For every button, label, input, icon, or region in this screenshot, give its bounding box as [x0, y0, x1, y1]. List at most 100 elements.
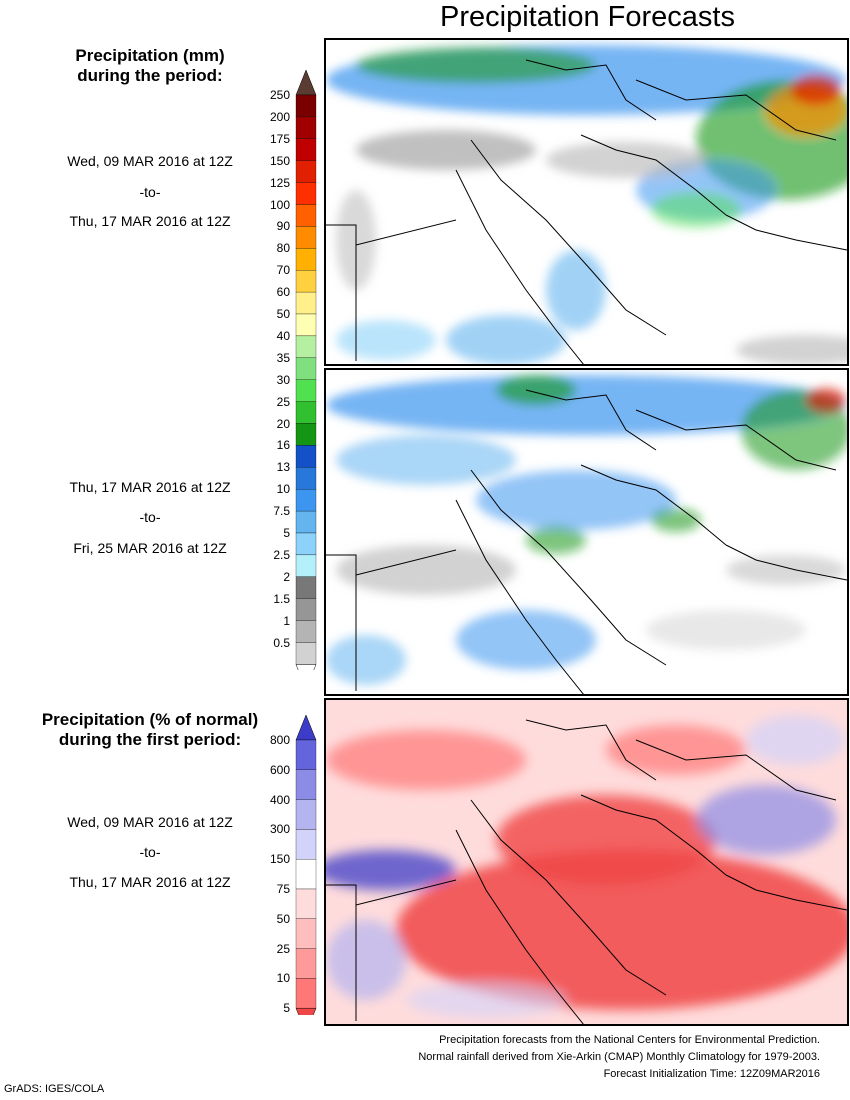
page-title: Precipitation Forecasts	[440, 1, 735, 33]
pct-colorbar	[295, 715, 317, 1015]
grads-credit: GrADS: IGES/COLA	[4, 1083, 105, 1095]
period1-end: Thu, 17 MAR 2016 at 12Z	[69, 213, 231, 229]
colorbar-tick-label: 75	[276, 882, 290, 896]
colorbar-swatch	[295, 248, 317, 271]
colorbar-swatch	[295, 598, 317, 621]
period1-sep: -to-	[139, 184, 161, 200]
colorbar-tick-label: 25	[276, 394, 290, 409]
colorbar-swatch	[295, 226, 317, 249]
map-panel-week1	[324, 38, 849, 366]
period2-start: Thu, 17 MAR 2016 at 12Z	[69, 479, 231, 495]
period3-start: Wed, 09 MAR 2016 at 12Z	[67, 814, 233, 830]
colorbar-tick-label: 70	[276, 263, 290, 278]
precip-mm-header-line2: during the period:	[77, 66, 223, 85]
colorbar-swatch	[295, 401, 317, 424]
colorbar-tick-label: 400	[269, 792, 290, 807]
colorbar-swatch	[295, 335, 317, 358]
colorbar-swatch	[295, 918, 317, 949]
colorbar-tick-label: 60	[276, 285, 290, 300]
precip-pct-map	[326, 700, 847, 1024]
colorbar-tick-label: 150	[269, 153, 290, 168]
colorbar-tick-label: 800	[269, 733, 290, 747]
map-panel-anomaly	[324, 698, 849, 1026]
colorbar-swatch	[295, 510, 317, 534]
colorbar-swatch	[295, 291, 317, 315]
colorbar-tick-label: 80	[276, 241, 290, 256]
colorbar-top-cap	[295, 70, 317, 96]
colorbar-swatch	[295, 888, 317, 919]
colorbar-tick-label: 35	[276, 350, 290, 365]
colorbar-tick-label: 5	[283, 526, 290, 540]
precip-mm-header: Precipitation (mm) during the period:	[30, 46, 270, 86]
colorbar-tick-label: 100	[269, 197, 290, 212]
colorbar-swatch	[295, 576, 317, 599]
precip-mm-header-line1: Precipitation (mm)	[75, 46, 225, 65]
colorbar-tick-label: 200	[269, 109, 290, 124]
colorbar-swatch	[295, 357, 317, 380]
colorbar-swatch	[295, 182, 317, 205]
colorbar-swatch	[295, 160, 317, 183]
colorbar-tick-label: 20	[276, 416, 290, 431]
colorbar-swatch	[295, 978, 317, 1009]
period2-end: Fri, 25 MAR 2016 at 12Z	[73, 540, 227, 556]
colorbar-tick-label: 150	[269, 852, 290, 867]
colorbar-tick-label: 25	[276, 941, 290, 956]
colorbar-swatch	[295, 532, 317, 556]
colorbar-tick-label: 0.5	[273, 635, 290, 650]
colorbar-bottom-cap	[295, 1007, 317, 1015]
colorbar-swatch	[295, 489, 317, 512]
colorbar-tick-label: 7.5	[273, 504, 290, 519]
colorbar-tick-label: 50	[276, 911, 290, 926]
colorbar-swatch	[295, 445, 317, 468]
colorbar-tick-label: 1.5	[273, 591, 290, 606]
colorbar-swatch	[295, 379, 317, 402]
period1-start: Wed, 09 MAR 2016 at 12Z	[67, 153, 233, 169]
colorbar-swatch	[295, 116, 317, 139]
colorbar-swatch	[295, 642, 317, 665]
colorbar-swatch	[295, 423, 317, 446]
footer-line3: Forecast Initialization Time: 12Z09MAR20…	[603, 1068, 820, 1080]
colorbar-tick-label: 10	[276, 482, 290, 497]
period3-end: Thu, 17 MAR 2016 at 12Z	[69, 874, 231, 890]
colorbar-swatch	[295, 138, 317, 161]
period3-sep: -to-	[139, 844, 161, 860]
footer-line2: Normal rainfall derived from Xie-Arkin (…	[418, 1051, 820, 1063]
colorbar-swatch	[295, 769, 317, 800]
colorbar-swatch	[295, 94, 317, 118]
precip-map-week2	[326, 375, 847, 694]
colorbar-tick-label: 2.5	[273, 547, 290, 562]
colorbar-swatch	[295, 620, 317, 643]
colorbar-swatch	[295, 554, 317, 577]
colorbar-tick-label: 40	[276, 328, 290, 343]
colorbar-tick-label: 175	[269, 131, 290, 146]
mm-colorbar	[295, 70, 317, 670]
colorbar-swatch	[295, 204, 317, 227]
colorbar-tick-label: 600	[269, 762, 290, 777]
colorbar-swatch	[295, 739, 317, 770]
precip-pct-header: Precipitation (% of normal) during the f…	[20, 710, 280, 750]
colorbar-tick-label: 16	[276, 438, 290, 453]
colorbar-tick-label: 1	[283, 613, 290, 628]
precip-map-week1	[326, 45, 847, 364]
colorbar-tick-label: 5	[283, 1001, 290, 1016]
colorbar-tick-label: 2	[283, 569, 290, 584]
colorbar-swatch	[295, 313, 317, 337]
footer-line1: Precipitation forecasts from the Nationa…	[439, 1034, 820, 1046]
colorbar-tick-label: 13	[276, 460, 290, 475]
colorbar-tick-label: 30	[276, 372, 290, 387]
precip-pct-header-line2: during the first period:	[58, 730, 242, 749]
precip-pct-header-line1: Precipitation (% of normal)	[41, 710, 259, 729]
colorbar-bottom-cap	[295, 664, 317, 670]
period2-sep: -to-	[139, 509, 161, 525]
colorbar-tick-label: 125	[269, 175, 290, 190]
colorbar-tick-label: 10	[276, 971, 290, 986]
colorbar-tick-label: 90	[276, 219, 290, 234]
colorbar-top-cap	[295, 715, 317, 741]
colorbar-swatch	[295, 467, 317, 490]
colorbar-swatch	[295, 829, 317, 860]
colorbar-swatch	[295, 859, 317, 890]
colorbar-swatch	[295, 799, 317, 830]
colorbar-tick-label: 50	[276, 307, 290, 321]
map-panel-week2	[324, 368, 849, 696]
colorbar-swatch	[295, 270, 317, 293]
